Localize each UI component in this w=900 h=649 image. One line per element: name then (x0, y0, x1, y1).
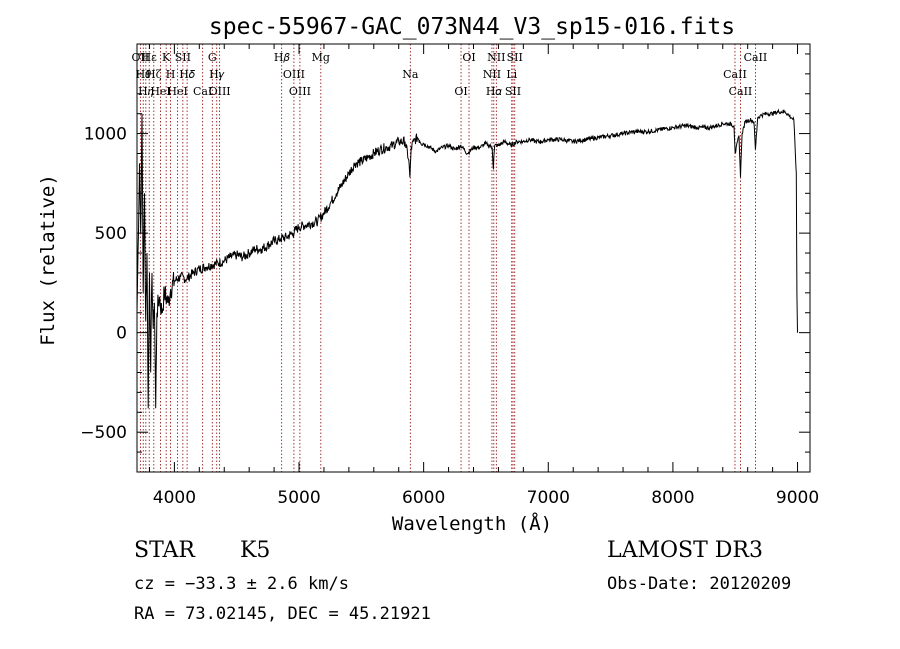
spectral-line-markers (139, 44, 756, 472)
plot-frame (136, 43, 811, 473)
spectral-line-label: Li (506, 68, 517, 81)
spectral-line-label: SII (505, 85, 521, 98)
spectral-line-label: CaII (723, 68, 747, 81)
spectral-line-label: NII (483, 68, 501, 81)
spectral-line-label: H𝛼 (486, 85, 503, 98)
survey-label: LAMOST DR3 (607, 538, 763, 563)
y-axis-ticks: −500 0 500 1000 (80, 53, 810, 453)
x-axis-label: Wavelength (Å) (392, 512, 552, 535)
spectral-line-label: H𝜃 (136, 68, 152, 81)
spectral-line-label: HeI (167, 85, 187, 98)
y-tick-label: 1000 (84, 125, 127, 145)
spectral-line-label: HeI (150, 85, 170, 98)
spectral-line-label: G (208, 51, 217, 64)
observation-date-label: Obs-Date: 20120209 (607, 574, 792, 594)
spectral-line-label: H𝛽 (274, 51, 290, 64)
spectral-line-label: H (166, 68, 176, 81)
class-label: STAR (134, 538, 195, 563)
x-axis-ticks: 4000 5000 6000 7000 8000 9000 (148, 44, 819, 508)
redshift-label: cz = −33.3 ± 2.6 km/s (134, 574, 349, 594)
spectral-line-label: NII (487, 51, 505, 64)
x-tick-label: 8000 (651, 488, 694, 508)
spectral-line-label: CaI (193, 85, 212, 98)
spectral-line-label: CaII (729, 85, 753, 98)
spectral-line-label: OIII (289, 85, 311, 98)
spectral-line-label: CaII (744, 51, 768, 64)
spectral-line-label: OI (454, 85, 467, 98)
y-axis-label: Flux (relative) (37, 174, 59, 346)
y-tick-label: 0 (116, 324, 127, 344)
spectral-line-label: OII (132, 51, 150, 64)
spectral-line-label: Mg (312, 51, 330, 64)
spectrum-series-line (136, 108, 798, 409)
chart-title: spec-55967-GAC_073N44_V3_sp15-016.fits (209, 14, 735, 40)
spectral-line-label: OI (462, 51, 475, 64)
coordinates-label: RA = 73.02145, DEC = 45.21921 (134, 604, 431, 624)
spectral-line-label: H𝛿 (179, 68, 196, 81)
x-tick-label: 7000 (527, 488, 570, 508)
x-tick-label: 5000 (277, 488, 320, 508)
spectral-line-label: Na (402, 68, 419, 81)
spectral-line-label: SII (507, 51, 523, 64)
y-tick-label: 500 (95, 224, 127, 244)
spectral-line-label: OIII (283, 68, 305, 81)
spectral-line-label: H𝛾 (209, 68, 225, 81)
spectral-line-labels: OII H𝜃 H𝜂 Hε Hζ HeI KH HeI SII H𝛿 CaI G H𝛾 OIII H𝛽 OIII… (132, 51, 768, 98)
spectral-line-label: Hζ (146, 68, 162, 81)
x-tick-label: 9000 (776, 488, 819, 508)
spectral-line-label: OIII (209, 85, 231, 98)
subclass-label: K5 (240, 538, 271, 563)
x-tick-label: 6000 (402, 488, 445, 508)
spectral-line-label: H𝜂 (138, 85, 154, 98)
spectral-line-label: K (162, 51, 171, 64)
spectral-line-label: Hε (142, 51, 158, 64)
spectral-line-label: SII (175, 51, 191, 64)
y-tick-label: −500 (80, 423, 127, 443)
x-tick-label: 4000 (153, 488, 196, 508)
